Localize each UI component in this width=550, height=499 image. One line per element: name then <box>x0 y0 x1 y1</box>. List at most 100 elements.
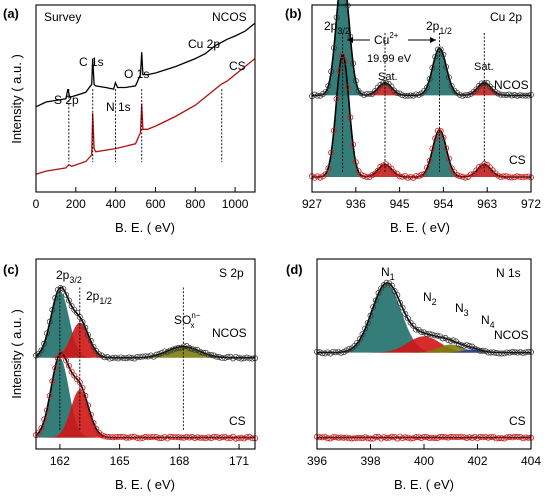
data-point-ncos <box>148 352 154 359</box>
data-point-ncos <box>325 82 332 89</box>
data-point-cs <box>352 159 359 166</box>
peak-label-n4: N4 <box>481 313 495 330</box>
panel-d-xlabel: B. E. ( eV) <box>394 477 454 492</box>
data-point-cs <box>467 171 474 178</box>
data-point-ncos <box>210 352 217 359</box>
data-point-ncos <box>426 330 433 337</box>
data-point-ncos <box>440 51 447 58</box>
data-point-ncos <box>356 336 363 343</box>
data-point-cs <box>328 149 335 156</box>
data-point-ncos <box>120 355 127 362</box>
panel-b: 927 936 945 954 963 972 (b) Cu 2p B. E. ( eV)… <box>285 0 541 235</box>
panel-c-xlabel: B. E. ( eV) <box>115 477 175 492</box>
peak-label-n1: N1 <box>381 265 395 282</box>
data-point-ncos <box>330 44 337 51</box>
x-tick-label: 0 <box>33 197 40 211</box>
data-point-ncos <box>415 91 422 98</box>
data-point-ncos <box>191 346 198 353</box>
data-point-cs <box>219 434 226 441</box>
x-tick-label: 972 <box>521 197 541 211</box>
panel-c: 162 165 168 171 (c) S 2p B. E. ( eV) Intens… <box>3 258 258 492</box>
data-point-ncos <box>172 345 179 352</box>
data-point-ncos <box>46 318 53 325</box>
data-point-ncos <box>82 324 89 331</box>
data-point-ncos <box>164 348 171 355</box>
data-point-cs <box>363 173 370 180</box>
annotation-o1s: O 1s <box>124 67 149 81</box>
panel-a-frame <box>35 4 256 193</box>
annotation-c1s: C 1s <box>79 55 104 69</box>
data-point-cs <box>448 165 455 172</box>
data-point-ncos <box>52 295 59 301</box>
data-point-cs <box>336 67 343 74</box>
data-point-cs <box>128 433 135 440</box>
data-point-ncos <box>153 351 160 358</box>
x-tick-label: 162 <box>50 454 70 468</box>
legend-ncos: NCOS <box>212 10 247 24</box>
data-point-cs <box>68 368 75 375</box>
data-point-ncos <box>410 92 417 99</box>
data-point-cs <box>44 407 51 414</box>
data-point-cs <box>374 167 381 174</box>
data-point-ncos <box>186 345 193 351</box>
data-point-cs <box>339 52 346 59</box>
data-point-cs <box>443 145 450 152</box>
panel-b-label: (b) <box>285 6 302 21</box>
data-point-ncos <box>383 279 390 286</box>
data-point-ncos <box>391 288 398 294</box>
panel-b-plot <box>308 0 535 181</box>
series-line-cs <box>35 58 256 175</box>
data-point-cs <box>347 114 354 121</box>
data-point-cs <box>63 357 70 364</box>
x-tick-label: 954 <box>433 197 453 211</box>
data-point-cs <box>412 173 419 180</box>
data-point-ncos <box>352 77 359 84</box>
data-point-ncos <box>426 76 433 82</box>
data-point-ncos <box>65 297 72 304</box>
legend-cs: CS <box>509 414 526 428</box>
data-point-ncos <box>393 89 400 96</box>
data-point-cs <box>462 174 469 181</box>
splitting-arrowhead-right <box>430 37 436 43</box>
panel-b-title: Cu 2p <box>490 10 522 24</box>
data-point-ncos <box>450 337 457 344</box>
panel-a-label: (a) <box>3 6 19 21</box>
data-point-ncos <box>429 64 436 71</box>
data-point-ncos <box>350 60 357 67</box>
data-point-cs <box>243 434 250 441</box>
peak-label-2p3-2: 2p3/2 <box>324 19 350 36</box>
x-tick-label: 200 <box>66 197 86 211</box>
data-point-cs <box>41 416 48 423</box>
data-point-ncos <box>394 292 401 299</box>
data-point-ncos <box>479 347 486 354</box>
peak-label-2p1-2: 2p1/2 <box>86 289 112 306</box>
data-point-ncos <box>158 349 165 356</box>
data-point-ncos <box>424 84 430 91</box>
legend-cs: CS <box>229 414 246 428</box>
data-point-ncos <box>404 315 411 322</box>
data-point-cs <box>456 173 463 180</box>
data-point-ncos <box>106 355 113 362</box>
component-fill-1 <box>36 389 255 438</box>
component-fill-0 <box>312 55 531 177</box>
data-point-cs <box>470 171 477 178</box>
x-tick-label: 400 <box>106 197 126 211</box>
panel-b-xlabel: B. E. ( eV) <box>390 220 450 235</box>
annotation-cu2plus: Cu2+ <box>374 31 399 47</box>
data-point-ncos <box>482 348 489 355</box>
data-point-cs <box>333 95 340 102</box>
panel-c-frame <box>35 258 256 450</box>
legend-ncos: NCOS <box>212 326 247 340</box>
data-point-ncos <box>137 353 143 360</box>
data-point-ncos <box>60 285 67 292</box>
data-point-ncos <box>399 304 406 311</box>
data-point-ncos <box>167 347 174 354</box>
data-point-ncos <box>520 349 526 356</box>
data-point-ncos <box>41 340 48 347</box>
data-point-ncos <box>346 346 353 353</box>
legend-cs: CS <box>509 153 526 167</box>
data-point-cs <box>418 171 425 178</box>
data-point-cs <box>82 392 89 399</box>
data-point-ncos <box>434 332 441 339</box>
